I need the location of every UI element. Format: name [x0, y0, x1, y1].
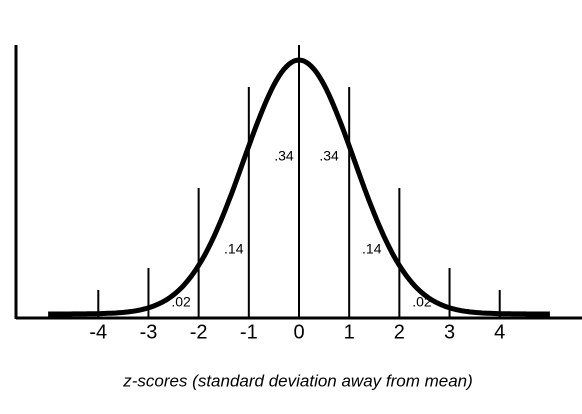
area-label: .02 [171, 294, 191, 310]
x-axis-label: z-scores (standard deviation away from m… [122, 371, 473, 390]
x-tick-label: -2 [190, 321, 208, 343]
area-label: .34 [319, 148, 339, 164]
area-label: .14 [224, 241, 244, 257]
x-tick-label: -3 [140, 321, 158, 343]
area-label: .14 [362, 241, 382, 257]
area-label: .02 [412, 294, 432, 310]
x-tick-label: 1 [344, 321, 355, 343]
x-tick-label: -1 [240, 321, 258, 343]
x-tick-label: 4 [494, 321, 505, 343]
bell-curve [48, 57, 550, 317]
x-tick-label: 2 [394, 321, 405, 343]
x-tick-label: -4 [89, 321, 107, 343]
area-label: .34 [274, 148, 294, 164]
x-tick-label: 0 [293, 321, 304, 343]
x-tick-label: 3 [444, 321, 455, 343]
